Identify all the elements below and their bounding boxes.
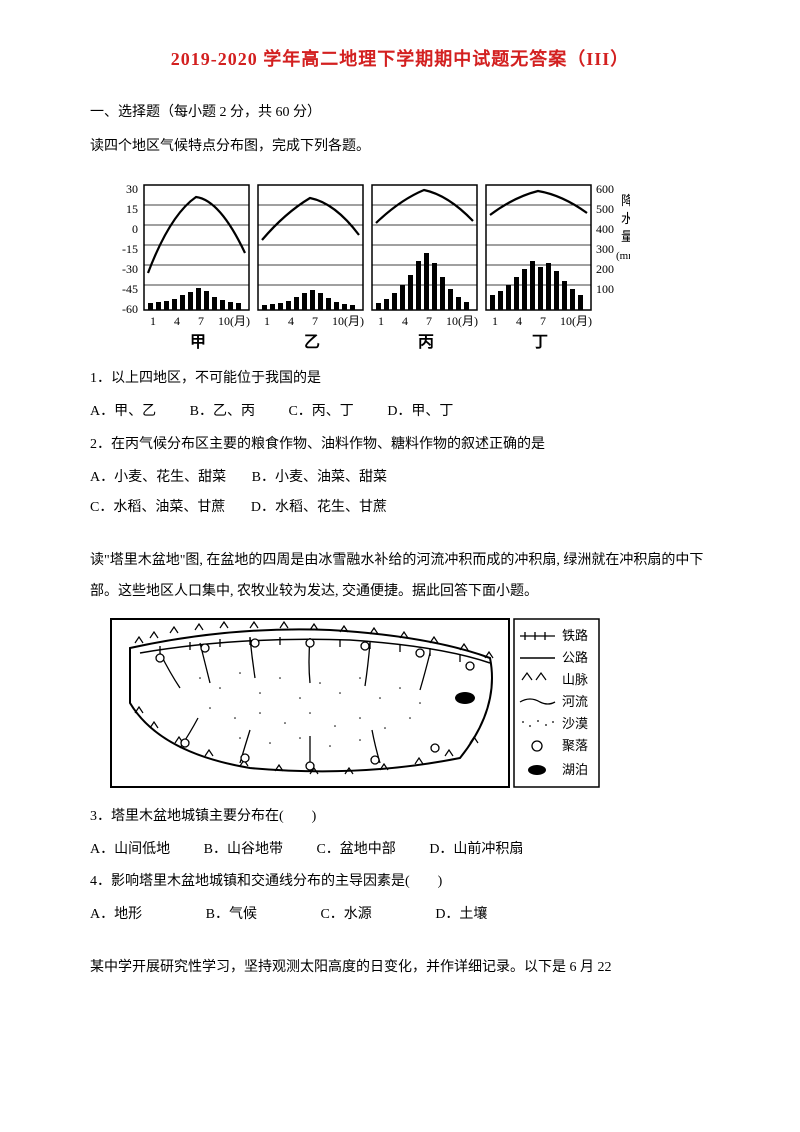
yr-5: 100 xyxy=(596,282,614,296)
q4-opt-b: B．气候 xyxy=(206,900,257,931)
yl-2: 0 xyxy=(132,222,138,236)
x-b5: (月) xyxy=(344,314,364,328)
x-a1: 1 xyxy=(150,314,156,328)
q1-opt-c: C．丙、丁 xyxy=(288,397,353,428)
legend-lake: 湖泊 xyxy=(562,762,588,777)
x-a5: (月) xyxy=(230,314,250,328)
yr-l1: 降 xyxy=(621,193,630,208)
q4-options: A．地形 B．气候 C．水源 D．土壤 xyxy=(90,900,710,931)
q3-opt-a: A．山间低地 xyxy=(90,835,170,866)
yl-4: -30 xyxy=(122,262,138,276)
x-d3: 7 xyxy=(540,314,546,328)
yr-2: 400 xyxy=(596,222,614,236)
x-c5: (月) xyxy=(458,314,478,328)
legend-mountain: 山脉 xyxy=(562,672,588,687)
q2-opt-c: C．水稻、油菜、甘蔗 xyxy=(90,493,225,524)
x-d5: (月) xyxy=(572,314,592,328)
label-ding: 丁 xyxy=(532,334,548,350)
x-c3: 7 xyxy=(426,314,432,328)
x-d1: 1 xyxy=(492,314,498,328)
x-c4: 10 xyxy=(446,314,458,328)
x-c1: 1 xyxy=(378,314,384,328)
climate-chart-figure: 30 15 0 -15 -30 -45 -60 1 4 7 10 (月) 甲 xyxy=(110,175,710,350)
q1-opt-d: D．甲、丁 xyxy=(387,397,453,428)
page-title: 2019-2020 学年高二地理下学期期中试题无答案（III） xyxy=(90,40,710,80)
q2-opt-d: D．水稻、花生、甘蔗 xyxy=(251,493,387,524)
q2-opt-b: B．小麦、油菜、甜菜 xyxy=(252,463,387,494)
q3-options: A．山间低地 B．山谷地带 C．盆地中部 D．山前冲积扇 xyxy=(90,835,710,866)
q3-opt-b: B．山谷地带 xyxy=(204,835,283,866)
q3-opt-c: C．盆地中部 xyxy=(316,835,395,866)
q2-text: 2．在丙气候分布区主要的粮食作物、油料作物、糖料作物的叙述正确的是 xyxy=(90,430,710,461)
tarim-map-figure: 铁路 公路 山脉 河流 沙漠 聚落 湖泊 xyxy=(110,618,710,788)
label-bing: 丙 xyxy=(418,333,434,350)
x-a3: 7 xyxy=(198,314,204,328)
yl-0: 30 xyxy=(126,182,138,196)
legend-highway: 公路 xyxy=(562,650,588,665)
yr-1: 500 xyxy=(596,202,614,216)
q4-text: 4．影响塔里木盆地城镇和交通线分布的主导因素是( ) xyxy=(90,867,710,898)
q1-opt-a: A．甲、乙 xyxy=(90,397,156,428)
x-b4: 10 xyxy=(332,314,344,328)
q4-opt-a: A．地形 xyxy=(90,900,142,931)
x-d2: 4 xyxy=(516,314,522,328)
legend-railway: 铁路 xyxy=(562,628,588,643)
x-a4: 10 xyxy=(218,314,230,328)
yl-6: -60 xyxy=(122,302,138,316)
yl-3: -15 xyxy=(122,242,138,256)
yl-1: 15 xyxy=(126,202,138,216)
yr-l4: (mm) xyxy=(616,250,630,262)
q4-opt-c: C．水源 xyxy=(320,900,371,931)
x-b3: 7 xyxy=(312,314,318,328)
yl-5: -45 xyxy=(122,282,138,296)
q1-options: A．甲、乙 B．乙、丙 C．丙、丁 D．甲、丁 xyxy=(90,397,710,428)
climate-chart-svg: 30 15 0 -15 -30 -45 -60 1 4 7 10 (月) 甲 xyxy=(110,175,630,350)
x-d4: 10 xyxy=(560,314,572,328)
paragraph-3: 某中学开展研究性学习，坚持观测太阳高度的日变化，并作详细记录。以下是 6 月 2… xyxy=(90,953,710,984)
section-heading: 一、选择题（每小题 2 分，共 60 分） xyxy=(90,98,710,129)
yr-3: 300 xyxy=(596,242,614,256)
legend-desert: 沙漠 xyxy=(562,716,588,731)
legend-river: 河流 xyxy=(562,694,588,709)
q3-text: 3．塔里木盆地城镇主要分布在( ) xyxy=(90,802,710,833)
q2-options: A．小麦、花生、甜菜 B．小麦、油菜、甜菜 C．水稻、油菜、甘蔗 D．水稻、花生… xyxy=(90,463,710,525)
yr-4: 200 xyxy=(596,262,614,276)
q4-opt-d: D．土壤 xyxy=(435,900,487,931)
q1-opt-b: B．乙、丙 xyxy=(190,397,255,428)
yr-0: 600 xyxy=(596,182,614,196)
paragraph-2: 读"塔里木盆地"图, 在盆地的四周是由冰雪融水补给的河流冲积而成的冲积扇, 绿洲… xyxy=(90,546,710,608)
q1-text: 1．以上四地区，不可能位于我国的是 xyxy=(90,364,710,395)
instruction-1: 读四个地区气候特点分布图，完成下列各题。 xyxy=(90,132,710,163)
q2-opt-a: A．小麦、花生、甜菜 xyxy=(90,463,226,494)
yr-l3: 量 xyxy=(621,229,630,244)
x-a2: 4 xyxy=(174,314,180,328)
q3-opt-d: D．山前冲积扇 xyxy=(429,835,523,866)
panel-group: 1 4 7 10 (月) 甲 1 4 7 10 (月) 乙 xyxy=(144,185,592,350)
x-c2: 4 xyxy=(402,314,408,328)
label-yi: 乙 xyxy=(304,334,320,350)
yr-l2: 水 xyxy=(621,211,630,226)
x-b1: 1 xyxy=(264,314,270,328)
x-b2: 4 xyxy=(288,314,294,328)
legend-settlement: 聚落 xyxy=(562,738,588,753)
tarim-map-svg: 铁路 公路 山脉 河流 沙漠 聚落 湖泊 xyxy=(110,618,600,788)
label-jia: 甲 xyxy=(190,333,206,350)
